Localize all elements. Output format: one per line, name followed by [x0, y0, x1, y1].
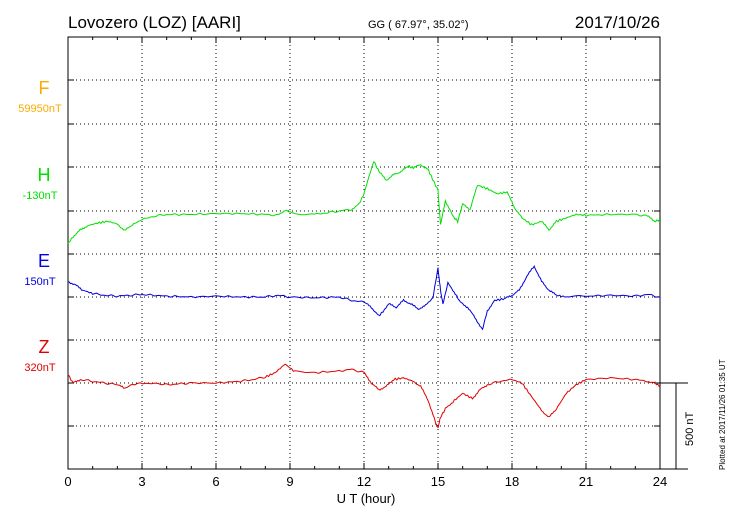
x-tick-labels: 0 3 6 9 12 15 18 21 24 — [64, 474, 667, 489]
x-tick-label: 9 — [286, 474, 293, 489]
coordinates-label: GG ( 67.97°, 35.02°) — [368, 19, 469, 31]
x-tick-label: 6 — [212, 474, 219, 489]
scale-bar: 500 nT — [660, 382, 696, 470]
channel-baseline-label: 59950nT — [18, 103, 62, 115]
x-tick-label: 15 — [431, 474, 445, 489]
scale-bar-label: 500 nT — [684, 411, 696, 446]
channel-name-label: F — [39, 78, 50, 98]
x-tick-label: 18 — [505, 474, 519, 489]
x-tick-label: 3 — [138, 474, 145, 489]
channel-name-label: E — [38, 251, 50, 271]
channel-name-label: H — [38, 165, 51, 185]
channel-labels: F 59950nT H -130nT E 150nT Z 320nT — [18, 78, 62, 374]
series-line-e — [68, 264, 661, 331]
plotted-at-note: Plotted at 2017/11/26 01:35 UT — [718, 359, 727, 470]
series-lines — [67, 160, 661, 429]
channel-baseline-label: -130nT — [23, 190, 58, 202]
x-tick-label: 21 — [579, 474, 593, 489]
x-axis-label: U T (hour) — [337, 491, 396, 506]
channel-name-label: Z — [39, 337, 50, 357]
channel-baseline-label: 320nT — [24, 362, 55, 374]
x-tick-label: 24 — [653, 474, 667, 489]
axis-ticks — [67, 37, 661, 469]
grid-lines — [68, 37, 660, 469]
x-tick-label: 12 — [357, 474, 371, 489]
series-line-h — [67, 160, 661, 244]
date-label: 2017/10/26 — [575, 13, 660, 32]
series-line-z — [67, 363, 661, 429]
x-tick-label: 0 — [64, 474, 71, 489]
channel-baseline-label: 150nT — [24, 276, 55, 288]
station-title: Lovozero (LOZ) [AARI] — [68, 13, 241, 32]
